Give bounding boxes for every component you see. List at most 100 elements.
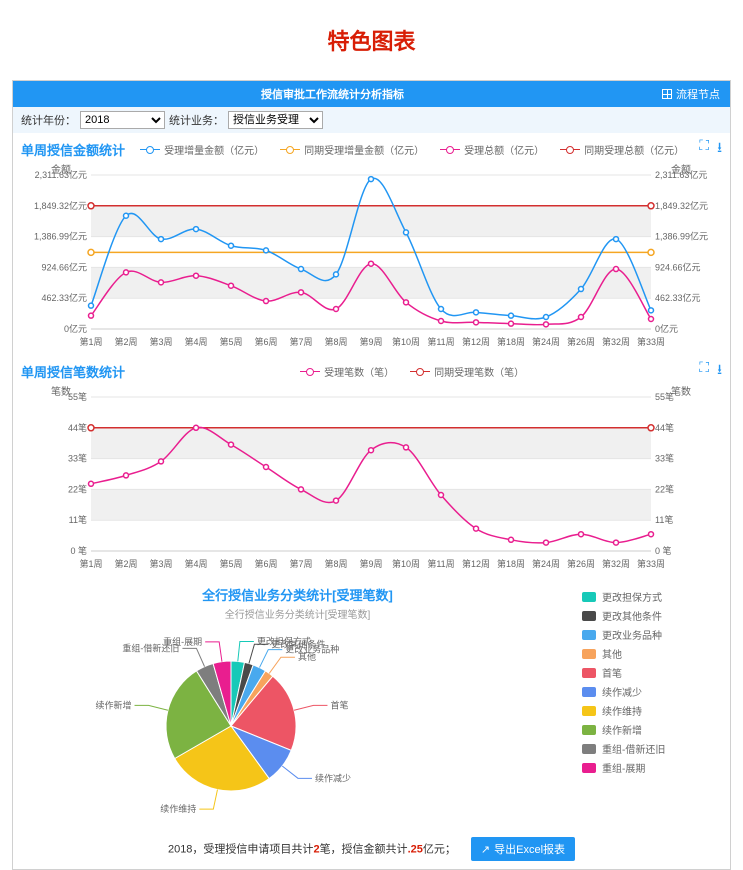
- svg-text:0亿元: 0亿元: [655, 323, 678, 334]
- legend-swatch: [582, 706, 596, 716]
- legend-label: 重组-展期: [602, 760, 645, 775]
- legend-item[interactable]: 受理总额（亿元）: [440, 142, 544, 157]
- legend-item[interactable]: 同期受理笔数（笔）: [410, 364, 524, 379]
- download-icon[interactable]: ⭳: [717, 359, 722, 383]
- svg-text:第2周: 第2周: [114, 558, 137, 569]
- summary-amount: .25: [408, 844, 423, 856]
- legend-label: 受理笔数（笔）: [324, 364, 394, 379]
- chart2-title: 单周授信笔数统计: [21, 362, 125, 381]
- legend-label: 其他: [602, 646, 622, 661]
- svg-text:0亿元: 0亿元: [64, 323, 87, 334]
- legend-swatch: [582, 592, 596, 602]
- expand-icon[interactable]: ⛶: [699, 359, 709, 383]
- legend-label: 更改业务品种: [602, 627, 662, 642]
- flow-node-label: 流程节点: [676, 86, 720, 102]
- header-right-link[interactable]: 流程节点: [652, 86, 730, 102]
- svg-text:其他: 其他: [298, 651, 316, 662]
- svg-text:第24周: 第24周: [532, 558, 560, 569]
- svg-text:第32周: 第32周: [602, 336, 630, 347]
- svg-text:首笔: 首笔: [330, 699, 348, 710]
- pie-section: 全行授信业务分类统计[受理笔数] 全行授信业务分类统计[受理笔数] 更改担保方式…: [13, 577, 730, 829]
- svg-text:第2周: 第2周: [114, 336, 137, 347]
- svg-text:第3周: 第3周: [149, 336, 172, 347]
- legend-swatch: [582, 763, 596, 773]
- bottom-summary: 2018，受理授信申请项目共计2笔，授信金额共计.25亿元； ↗ 导出Excel…: [13, 829, 730, 869]
- year-select[interactable]: 2018: [80, 111, 165, 129]
- chart1-title: 单周授信金额统计: [21, 140, 125, 159]
- svg-text:0 笔: 0 笔: [70, 545, 87, 556]
- svg-text:924.66亿元: 924.66亿元: [655, 261, 701, 272]
- chart2-plot: 0 笔0 笔11笔11笔22笔22笔33笔33笔44笔44笔55笔55笔笔数笔数…: [21, 383, 721, 573]
- svg-text:第11周: 第11周: [427, 558, 454, 569]
- summary-suffix: 亿元；: [423, 844, 456, 856]
- svg-text:第32周: 第32周: [602, 558, 630, 569]
- chart1-legend: 受理增量金额（亿元） 同期受理增量金额（亿元） 受理总额（亿元） 同期受理总额（亿元）: [133, 142, 691, 157]
- pie-legend-item[interactable]: 更改担保方式: [582, 589, 722, 604]
- svg-text:金额: 金额: [51, 163, 71, 176]
- pie-legend-item[interactable]: 更改其他条件: [582, 608, 722, 623]
- export-button[interactable]: ↗ 导出Excel报表: [471, 837, 575, 861]
- svg-text:第12周: 第12周: [462, 336, 490, 347]
- legend-item[interactable]: 受理笔数（笔）: [300, 364, 394, 379]
- svg-text:第26周: 第26周: [567, 336, 595, 347]
- legend-label: 受理增量金额（亿元）: [164, 142, 264, 157]
- legend-label: 更改担保方式: [602, 589, 662, 604]
- pie-legend-item[interactable]: 续作减少: [582, 684, 722, 699]
- svg-text:第3周: 第3周: [149, 558, 172, 569]
- legend-label: 更改其他条件: [602, 608, 662, 623]
- legend-swatch: [582, 630, 596, 640]
- svg-text:0 笔: 0 笔: [655, 545, 672, 556]
- svg-text:22笔: 22笔: [655, 483, 674, 494]
- svg-text:33笔: 33笔: [68, 453, 87, 464]
- svg-text:33笔: 33笔: [655, 453, 674, 464]
- legend-swatch: [582, 668, 596, 678]
- pie-legend-item[interactable]: 重组-借新还旧: [582, 741, 722, 756]
- legend-label: 重组-借新还旧: [602, 741, 665, 756]
- svg-text:第24周: 第24周: [532, 336, 560, 347]
- pie-legend-item[interactable]: 续作新增: [582, 722, 722, 737]
- svg-text:第10周: 第10周: [392, 558, 420, 569]
- svg-text:第5周: 第5周: [219, 558, 242, 569]
- pie-legend-item[interactable]: 首笔: [582, 665, 722, 680]
- svg-text:续作新增: 续作新增: [96, 699, 132, 710]
- svg-text:第11周: 第11周: [427, 336, 454, 347]
- legend-label: 同期受理增量金额（亿元）: [304, 142, 424, 157]
- legend-item[interactable]: 受理增量金额（亿元）: [140, 142, 264, 157]
- legend-swatch: [582, 725, 596, 735]
- summary-mid: 笔，授信金额共计: [320, 844, 408, 856]
- legend-label: 续作新增: [602, 722, 642, 737]
- chart1-section: 单周授信金额统计 受理增量金额（亿元） 同期受理增量金额（亿元） 受理总额（亿元） 同…: [13, 133, 730, 355]
- pie-legend-item[interactable]: 更改业务品种: [582, 627, 722, 642]
- legend-item[interactable]: 同期受理总额（亿元）: [560, 142, 684, 157]
- svg-text:第7周: 第7周: [289, 558, 312, 569]
- svg-text:11笔: 11笔: [655, 514, 673, 525]
- legend-label: 同期受理笔数（笔）: [434, 364, 524, 379]
- svg-text:第4周: 第4周: [184, 336, 207, 347]
- legend-label: 续作维持: [602, 703, 642, 718]
- download-icon[interactable]: ⭳: [717, 137, 722, 161]
- export-label: 导出Excel报表: [494, 841, 565, 857]
- svg-text:11笔: 11笔: [69, 514, 87, 525]
- svg-text:第9周: 第9周: [359, 336, 382, 347]
- chart2-section: 单周授信笔数统计 受理笔数（笔） 同期受理笔数（笔） ⛶ ⭳ 0 笔 0 笔 11笔 1…: [13, 355, 730, 577]
- expand-icon[interactable]: ⛶: [699, 137, 709, 161]
- svg-text:第26周: 第26周: [567, 558, 595, 569]
- legend-label: 续作减少: [602, 684, 642, 699]
- svg-text:44笔: 44笔: [655, 422, 674, 433]
- biz-select[interactable]: 授信业务受理: [228, 111, 323, 129]
- page-title: 特色图表: [0, 0, 743, 80]
- svg-text:笔数: 笔数: [51, 385, 71, 398]
- svg-text:重组-展期: 重组-展期: [163, 636, 202, 647]
- svg-text:462.33亿元: 462.33亿元: [655, 292, 701, 303]
- summary-prefix: 2018，受理授信申请项目共计: [168, 844, 313, 856]
- svg-text:1,849.32亿元: 1,849.32亿元: [34, 200, 87, 211]
- svg-text:第33周: 第33周: [637, 336, 665, 347]
- legend-item[interactable]: 同期受理增量金额（亿元）: [280, 142, 424, 157]
- pie-legend-item[interactable]: 其他: [582, 646, 722, 661]
- legend-label: 首笔: [602, 665, 622, 680]
- svg-text:第6周: 第6周: [254, 558, 277, 569]
- svg-text:44笔: 44笔: [68, 422, 87, 433]
- svg-text:第18周: 第18周: [497, 558, 525, 569]
- pie-legend-item[interactable]: 续作维持: [582, 703, 722, 718]
- pie-legend-item[interactable]: 重组-展期: [582, 760, 722, 775]
